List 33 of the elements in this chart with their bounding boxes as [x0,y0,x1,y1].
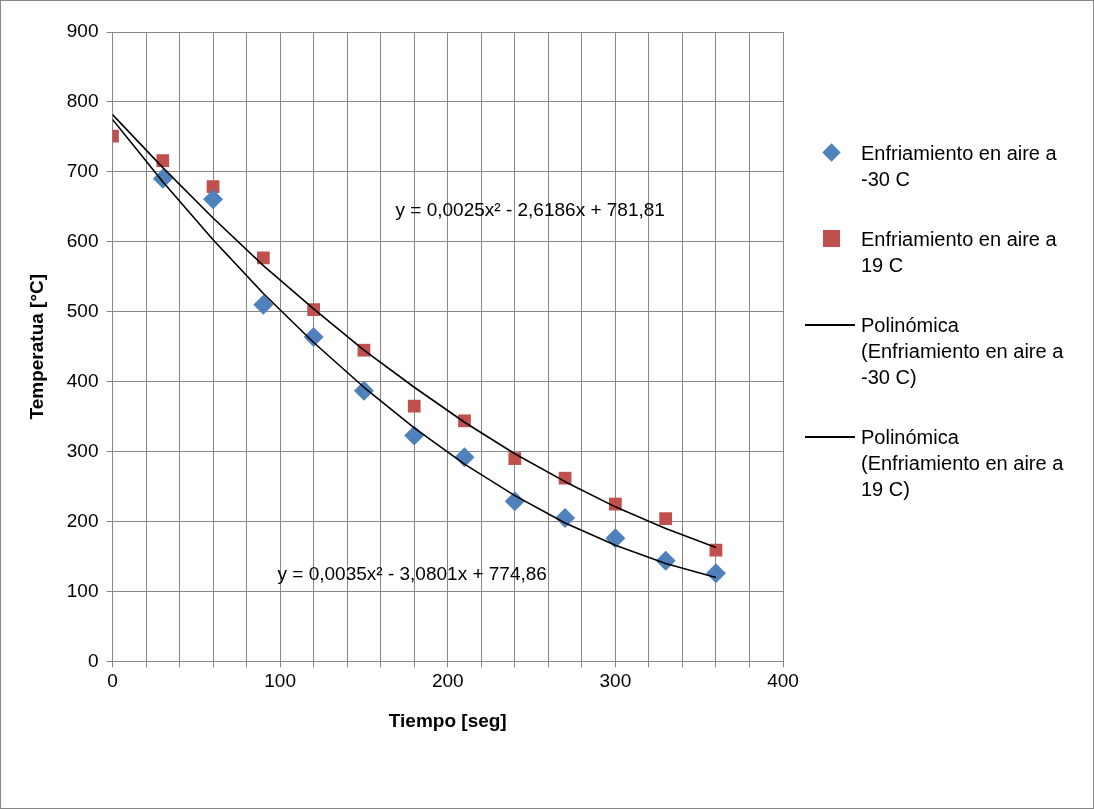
y-tick-label: 500 [66,299,99,321]
y-tick-label: 100 [66,579,99,601]
point [709,543,723,557]
y-tick-label: 900 [66,20,99,42]
point [407,399,421,413]
x-tick-label: 0 [107,670,118,692]
y-tick-label: 200 [66,509,99,531]
legend-label: Polinómica (Enfriamiento en aire a -30 C) [861,313,1065,390]
y-axis-title: Temperatua [°C] [25,273,47,420]
x-axis-title: Tiempo [seg] [388,709,507,731]
annotation: y = 0,0025x² - 2,6186x + 781,81 [395,198,665,220]
y-tick-label: 800 [66,90,99,112]
point [257,251,270,265]
x-tick-label: 200 [431,670,464,692]
y-tick-label: 400 [66,369,99,391]
y-tick-label: 300 [66,439,99,461]
point [404,425,425,446]
annotation: y = 0,0035x² - 3,0801x + 774,86 [277,563,547,585]
point [705,563,726,584]
legend-label: Enfriamiento en aire a 19 C [861,227,1058,278]
point [156,154,170,168]
point [605,528,626,549]
legend-label: Enfriamiento en aire a -30 C [861,141,1058,192]
y-tick-label: 600 [66,230,99,252]
y-tick-label: 0 [87,649,99,671]
x-tick-label: 100 [264,670,296,692]
point [253,294,274,315]
x-tick-label: 300 [599,670,632,692]
x-tick-label: 400 [767,670,799,692]
y-tick-label: 700 [66,160,99,182]
point [203,189,224,210]
legend-label: Polinómica (Enfriamiento en aire a 19 C) [861,425,1065,502]
point [659,512,673,526]
